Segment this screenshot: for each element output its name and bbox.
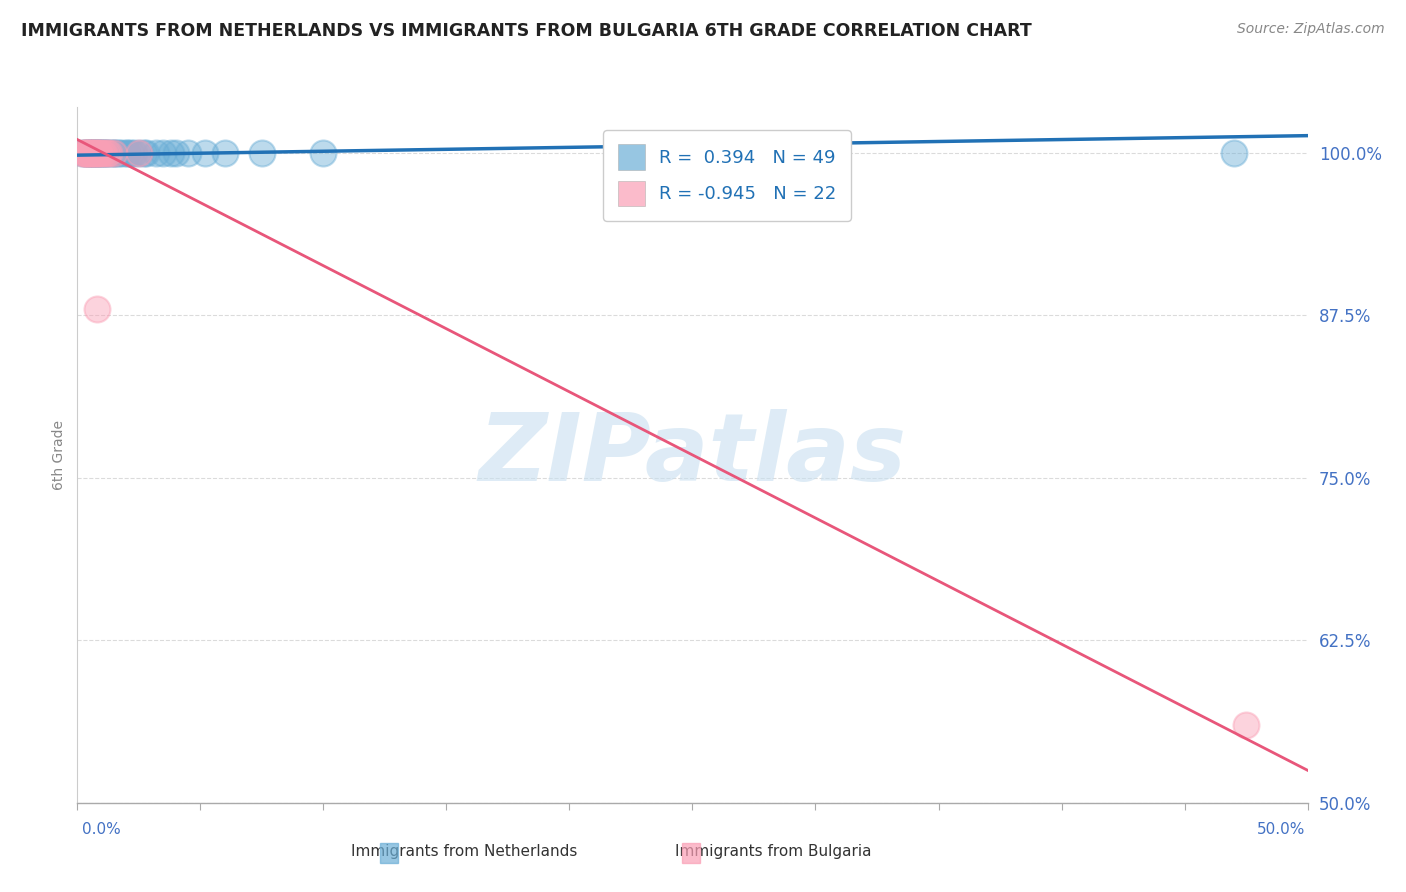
Point [90,145,114,160]
Point [103,145,125,160]
Point [79,145,101,160]
Point [96,145,118,160]
Point [73,145,96,160]
Point [194,145,217,160]
Point [82,145,104,160]
Point [86,301,108,316]
Text: Immigrants from Netherlands: Immigrants from Netherlands [350,845,578,859]
Point [312,145,335,160]
Point [1223,145,1246,160]
Point [76,145,98,160]
Point [86,145,108,160]
Point [70,145,93,160]
Point [96,145,118,160]
Point [177,145,200,160]
Point [250,145,273,160]
Point [115,145,138,160]
Point [90,145,114,160]
Point [128,145,150,160]
Point [83,145,105,160]
Point [76,145,98,160]
Point [76,145,98,160]
Point [98,145,121,160]
Point [108,145,131,160]
Legend: R =  0.394   N = 49, R = -0.945   N = 22: R = 0.394 N = 49, R = -0.945 N = 22 [603,130,851,221]
Point [128,145,150,160]
Point [83,145,105,160]
Point [89,145,111,160]
Text: 0.0%: 0.0% [82,822,121,837]
Point [73,145,96,160]
Point [82,145,104,160]
Point [103,145,125,160]
Point [83,145,105,160]
Point [135,145,157,160]
Point [83,145,105,160]
Text: Source: ZipAtlas.com: Source: ZipAtlas.com [1237,22,1385,37]
Point [82,145,104,160]
Point [98,145,121,160]
Point [86,145,108,160]
Point [73,145,96,160]
Text: IMMIGRANTS FROM NETHERLANDS VS IMMIGRANTS FROM BULGARIA 6TH GRADE CORRELATION CH: IMMIGRANTS FROM NETHERLANDS VS IMMIGRANT… [21,22,1032,40]
Text: Immigrants from Bulgaria: Immigrants from Bulgaria [675,845,872,859]
Y-axis label: 6th Grade: 6th Grade [52,420,66,490]
Point [89,145,111,160]
Point [93,145,115,160]
Point [93,145,115,160]
Point [70,145,93,160]
Point [165,145,187,160]
Point [96,145,118,160]
Point [82,145,104,160]
Point [73,145,96,160]
Text: ZIPatlas: ZIPatlas [478,409,907,501]
Text: 50.0%: 50.0% [1257,822,1305,837]
Point [145,145,167,160]
Point [152,145,174,160]
Point [93,145,115,160]
Point [79,145,101,160]
Point [89,145,111,160]
Point [82,145,104,160]
Point [121,145,143,160]
Point [122,145,145,160]
Point [103,145,125,160]
Point [111,145,132,160]
Point [86,145,108,160]
Point [79,145,101,160]
Point [132,145,155,160]
Point [90,145,114,160]
Point [101,145,124,160]
Point [115,145,138,160]
Point [76,145,98,160]
Point [79,145,101,160]
Point [105,145,128,160]
Point [83,145,105,160]
Point [79,145,101,160]
Point [1234,718,1257,732]
Point [214,145,236,160]
Point [89,145,111,160]
Point [89,145,111,160]
Point [160,145,183,160]
